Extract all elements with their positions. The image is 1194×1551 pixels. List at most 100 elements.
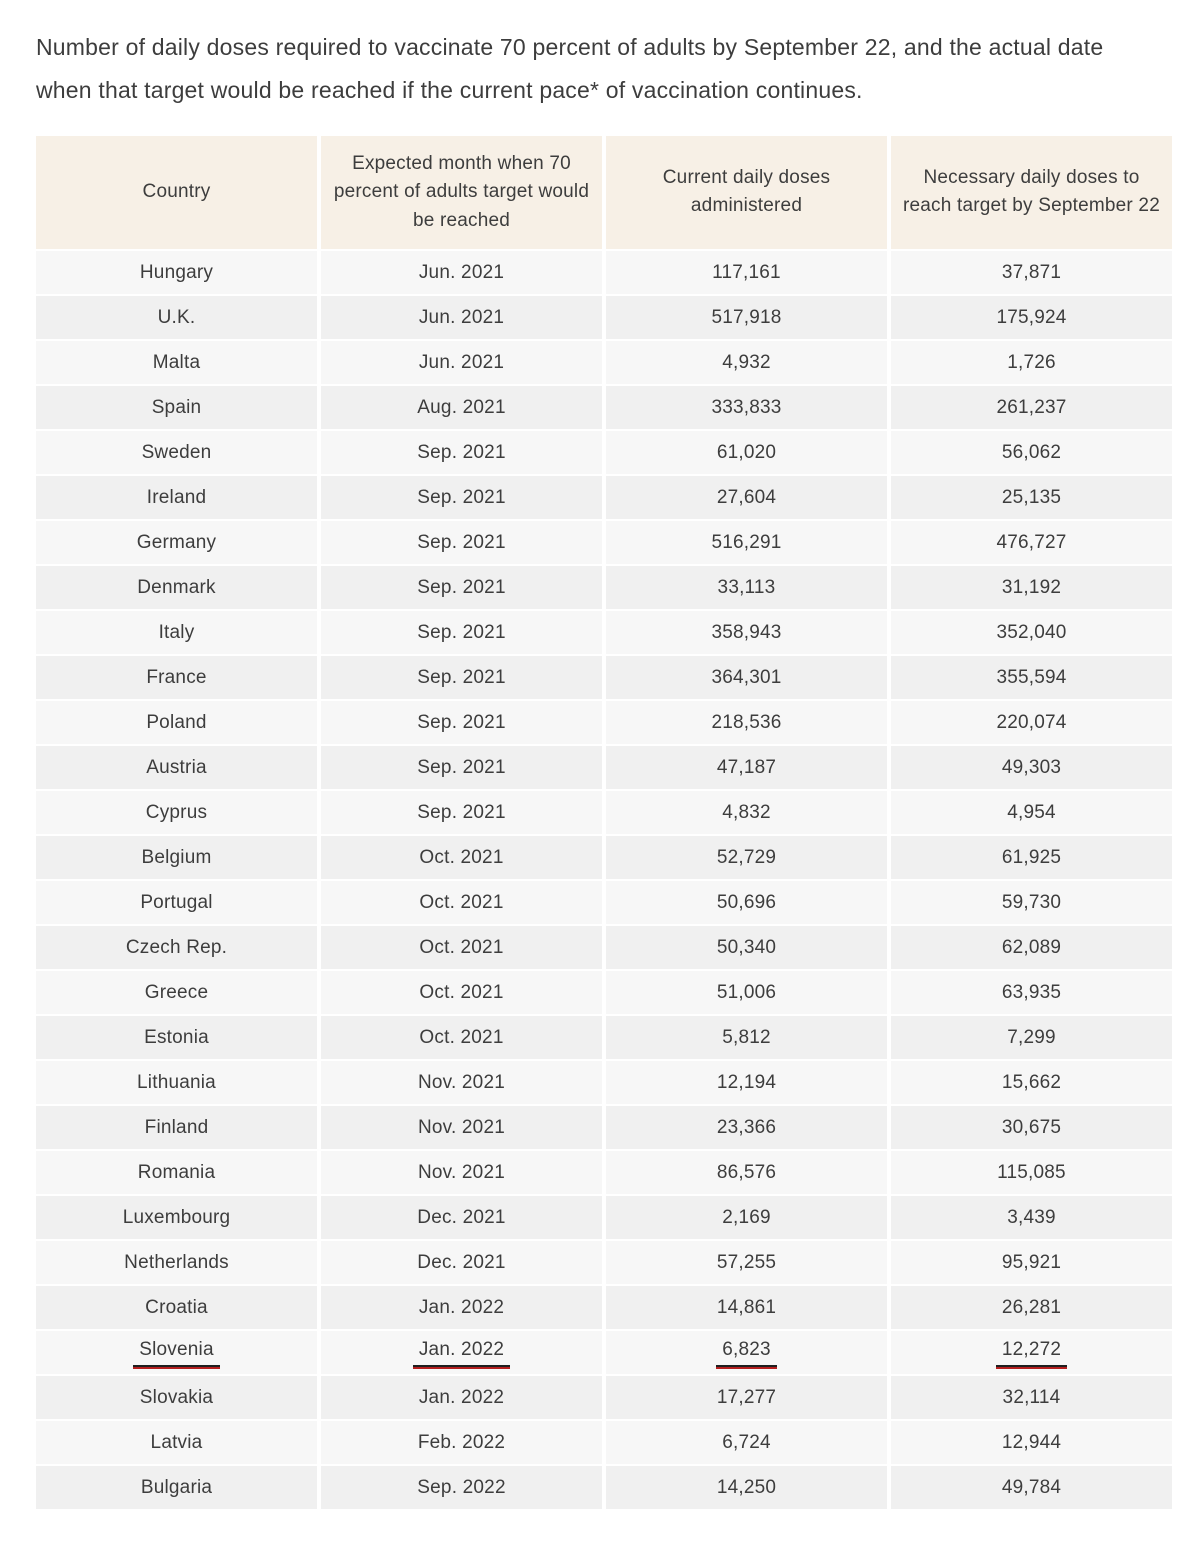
cell-value: 333,833 (711, 396, 782, 418)
cell-current-doses: 358,943 (606, 611, 887, 655)
cell-value: Jun. 2021 (418, 351, 505, 373)
cell-value: 7,299 (1007, 1026, 1056, 1048)
cell-current-doses: 17,277 (606, 1376, 887, 1420)
cell-value: Portugal (140, 891, 213, 913)
cell-current-doses: 52,729 (606, 836, 887, 880)
cell-current-doses: 47,187 (606, 746, 887, 790)
cell-value: 476,727 (996, 531, 1067, 553)
cell-current-doses: 2,169 (606, 1196, 887, 1240)
cell-value: Nov. 2021 (417, 1071, 505, 1093)
table-row: Czech Rep. Oct. 2021 50,340 62,089 (36, 926, 1172, 970)
cell-expected-month: Sep. 2021 (321, 566, 602, 610)
cell-expected-month: Sep. 2021 (321, 701, 602, 745)
cell-necessary-doses: 59,730 (891, 881, 1172, 925)
table-row: Latvia Feb. 2022 6,724 12,944 (36, 1421, 1172, 1465)
cell-necessary-doses: 3,439 (891, 1196, 1172, 1240)
table-row: Estonia Oct. 2021 5,812 7,299 (36, 1016, 1172, 1060)
table-row: Austria Sep. 2021 47,187 49,303 (36, 746, 1172, 790)
table-row: France Sep. 2021 364,301 355,594 (36, 656, 1172, 700)
cell-country: Ireland (36, 476, 317, 520)
cell-expected-month: Jun. 2021 (321, 341, 602, 385)
cell-value: Dec. 2021 (417, 1251, 506, 1273)
header-row: Country Expected month when 70 percent o… (36, 135, 1172, 250)
cell-country: Cyprus (36, 791, 317, 835)
cell-necessary-doses: 220,074 (891, 701, 1172, 745)
cell-country: Poland (36, 701, 317, 745)
cell-necessary-doses: 49,303 (891, 746, 1172, 790)
cell-value: 32,114 (1002, 1386, 1061, 1408)
cell-expected-month: Dec. 2021 (321, 1196, 602, 1240)
cell-value: 14,250 (716, 1476, 777, 1498)
cell-necessary-doses: 95,921 (891, 1241, 1172, 1285)
cell-current-doses: 4,932 (606, 341, 887, 385)
cell-current-doses: 6,823 (606, 1331, 887, 1375)
cell-value: 15,662 (1001, 1071, 1062, 1093)
cell-country: Slovenia (36, 1331, 317, 1375)
cell-value: 86,576 (716, 1161, 777, 1183)
cell-value: 62,089 (1001, 936, 1062, 958)
cell-value: Netherlands (124, 1251, 229, 1273)
cell-expected-month: Jan. 2022 (321, 1331, 602, 1375)
page-title: Number of daily doses required to vaccin… (36, 34, 1104, 103)
cell-country: U.K. (36, 296, 317, 340)
table-row: Spain Aug. 2021 333,833 261,237 (36, 386, 1172, 430)
header-country: Country (36, 135, 317, 250)
cell-value: Czech Rep. (125, 936, 228, 958)
cell-value: Oct. 2021 (419, 846, 504, 868)
cell-country: Lithuania (36, 1061, 317, 1105)
cell-value: Dec. 2021 (417, 1206, 506, 1228)
cell-expected-month: Sep. 2021 (321, 431, 602, 475)
cell-value: Feb. 2022 (417, 1431, 506, 1453)
cell-value: Belgium (141, 846, 212, 868)
cell-country: Belgium (36, 836, 317, 880)
cell-expected-month: Sep. 2022 (321, 1466, 602, 1510)
cell-country: Finland (36, 1106, 317, 1150)
cell-value: Austria (146, 756, 207, 778)
cell-value: Sep. 2021 (417, 621, 506, 643)
cell-value: 261,237 (996, 396, 1067, 418)
cell-value: Croatia (145, 1296, 208, 1318)
cell-value: 3,439 (1007, 1206, 1056, 1228)
table-row: Portugal Oct. 2021 50,696 59,730 (36, 881, 1172, 925)
cell-current-doses: 61,020 (606, 431, 887, 475)
cell-current-doses: 14,861 (606, 1286, 887, 1330)
cell-value: 355,594 (996, 666, 1067, 688)
cell-current-doses: 6,724 (606, 1421, 887, 1465)
cell-expected-month: Nov. 2021 (321, 1061, 602, 1105)
cell-value: 51,006 (716, 981, 777, 1003)
cell-current-doses: 33,113 (606, 566, 887, 610)
cell-value: Slovakia (139, 1386, 214, 1408)
cell-value: Bulgaria (140, 1476, 213, 1498)
cell-value: 352,040 (996, 621, 1067, 643)
cell-expected-month: Jan. 2022 (321, 1376, 602, 1420)
cell-value: 517,918 (711, 306, 782, 328)
cell-current-doses: 12,194 (606, 1061, 887, 1105)
table-row: U.K. Jun. 2021 517,918 175,924 (36, 296, 1172, 340)
cell-country: Sweden (36, 431, 317, 475)
cell-expected-month: Aug. 2021 (321, 386, 602, 430)
cell-expected-month: Jun. 2021 (321, 296, 602, 340)
cell-value: Denmark (137, 576, 216, 598)
cell-necessary-doses: 12,272 (891, 1331, 1172, 1375)
cell-value: Latvia (150, 1431, 203, 1453)
cell-value: Sep. 2021 (417, 576, 506, 598)
cell-current-doses: 57,255 (606, 1241, 887, 1285)
cell-necessary-doses: 12,944 (891, 1421, 1172, 1465)
table-row: Luxembourg Dec. 2021 2,169 3,439 (36, 1196, 1172, 1240)
highlighted-value: Slovenia (133, 1339, 220, 1367)
cell-value: 220,074 (996, 711, 1067, 733)
cell-current-doses: 50,696 (606, 881, 887, 925)
cell-value: Hungary (139, 261, 214, 283)
cell-value: Romania (137, 1161, 216, 1183)
cell-value: 117,161 (712, 261, 781, 283)
cell-value: 33,113 (717, 576, 776, 598)
table-row: Ireland Sep. 2021 27,604 25,135 (36, 476, 1172, 520)
cell-current-doses: 517,918 (606, 296, 887, 340)
cell-current-doses: 23,366 (606, 1106, 887, 1150)
cell-value: 25,135 (1001, 486, 1062, 508)
cell-value: Lithuania (137, 1071, 216, 1093)
cell-value: 26,281 (1001, 1296, 1062, 1318)
cell-value: Estonia (144, 1026, 209, 1048)
cell-necessary-doses: 26,281 (891, 1286, 1172, 1330)
cell-expected-month: Nov. 2021 (321, 1106, 602, 1150)
